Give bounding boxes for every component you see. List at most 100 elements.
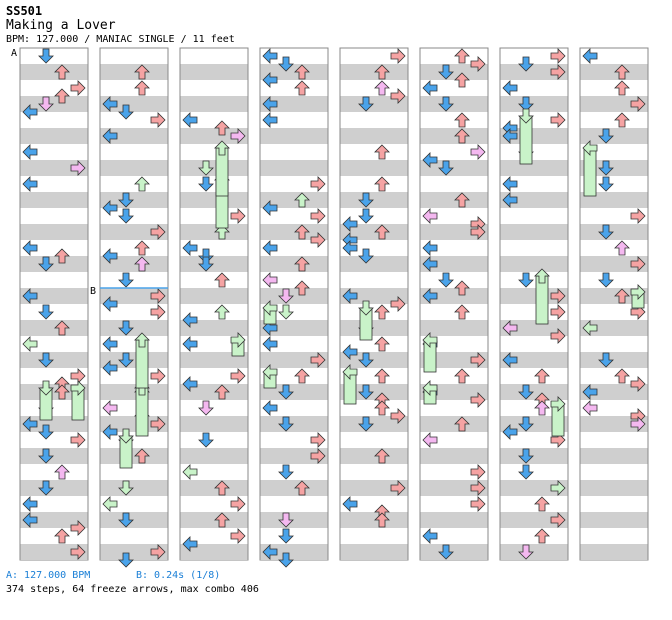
freeze-arrow-icon (342, 364, 358, 405)
left-arrow-icon (342, 288, 358, 304)
right-arrow-icon (310, 176, 326, 192)
down-arrow-icon (518, 544, 534, 560)
up-arrow-icon (294, 80, 310, 96)
right-arrow-icon (150, 416, 166, 432)
up-arrow-icon (374, 400, 390, 416)
right-arrow-icon (310, 448, 326, 464)
freeze-arrow-icon (262, 364, 278, 389)
up-arrow-icon (294, 224, 310, 240)
up-arrow-icon (134, 64, 150, 80)
left-arrow-icon (502, 176, 518, 192)
left-arrow-icon (182, 464, 198, 480)
up-arrow-icon (214, 224, 230, 240)
left-arrow-icon (102, 200, 118, 216)
right-arrow-icon (470, 464, 486, 480)
down-arrow-icon (198, 256, 214, 272)
down-arrow-icon (278, 512, 294, 528)
up-arrow-icon (454, 192, 470, 208)
right-arrow-icon (630, 208, 646, 224)
right-arrow-icon (150, 368, 166, 384)
down-arrow-icon (118, 272, 134, 288)
up-arrow-icon (214, 480, 230, 496)
down-arrow-icon (38, 424, 54, 440)
down-arrow-icon (198, 160, 214, 176)
down-arrow-icon (598, 272, 614, 288)
left-arrow-icon (262, 72, 278, 88)
down-arrow-icon (518, 464, 534, 480)
left-arrow-icon (22, 288, 38, 304)
chart-column (19, 47, 89, 561)
right-arrow-icon (310, 352, 326, 368)
right-arrow-icon (230, 208, 246, 224)
down-arrow-icon (278, 56, 294, 72)
right-arrow-icon (470, 56, 486, 72)
left-arrow-icon (502, 352, 518, 368)
up-arrow-icon (454, 112, 470, 128)
up-arrow-icon (454, 48, 470, 64)
up-arrow-icon (534, 400, 550, 416)
right-arrow-icon (70, 432, 86, 448)
down-arrow-icon (38, 48, 54, 64)
right-arrow-icon (390, 88, 406, 104)
left-arrow-icon (182, 240, 198, 256)
left-arrow-icon (182, 376, 198, 392)
down-arrow-icon (438, 96, 454, 112)
up-arrow-icon (54, 528, 70, 544)
right-arrow-icon (550, 328, 566, 344)
right-arrow-icon (470, 144, 486, 160)
left-arrow-icon (22, 496, 38, 512)
left-arrow-icon (502, 320, 518, 336)
right-arrow-icon (70, 160, 86, 176)
left-arrow-icon (182, 112, 198, 128)
right-arrow-icon (630, 376, 646, 392)
up-arrow-icon (134, 256, 150, 272)
up-arrow-icon (374, 512, 390, 528)
up-arrow-icon (454, 368, 470, 384)
up-arrow-icon (374, 144, 390, 160)
song-id: SS501 (6, 4, 43, 18)
down-arrow-icon (358, 416, 374, 432)
right-arrow-icon (470, 224, 486, 240)
left-arrow-icon (102, 360, 118, 376)
left-arrow-icon (262, 48, 278, 64)
up-arrow-icon (54, 320, 70, 336)
right-arrow-icon (630, 416, 646, 432)
down-arrow-icon (358, 248, 374, 264)
up-arrow-icon (294, 280, 310, 296)
down-arrow-icon (118, 480, 134, 496)
down-arrow-icon (278, 288, 294, 304)
down-arrow-icon (278, 416, 294, 432)
freeze-arrow-icon (118, 428, 134, 469)
chart-stats: 374 steps, 64 freeze arrows, max combo 4… (6, 584, 259, 595)
left-arrow-icon (342, 344, 358, 360)
left-arrow-icon (102, 400, 118, 416)
left-arrow-icon (262, 200, 278, 216)
left-arrow-icon (102, 96, 118, 112)
down-arrow-icon (358, 352, 374, 368)
down-arrow-icon (118, 192, 134, 208)
down-arrow-icon (118, 104, 134, 120)
chart-column (499, 47, 569, 561)
right-arrow-icon (470, 392, 486, 408)
left-arrow-icon (582, 400, 598, 416)
up-arrow-icon (54, 64, 70, 80)
right-arrow-icon (310, 232, 326, 248)
left-arrow-icon (422, 152, 438, 168)
down-arrow-icon (278, 384, 294, 400)
down-arrow-icon (38, 304, 54, 320)
right-arrow-icon (150, 544, 166, 560)
down-arrow-icon (118, 552, 134, 568)
left-arrow-icon (422, 240, 438, 256)
right-arrow-icon (470, 496, 486, 512)
left-arrow-icon (262, 240, 278, 256)
left-arrow-icon (22, 176, 38, 192)
left-arrow-icon (102, 128, 118, 144)
up-arrow-icon (214, 272, 230, 288)
up-arrow-icon (454, 416, 470, 432)
left-arrow-icon (422, 80, 438, 96)
up-arrow-icon (294, 192, 310, 208)
chart-info: BPM: 127.000 / MANIAC SINGLE / 11 feet (6, 34, 235, 45)
freeze-arrow-icon (582, 140, 598, 197)
up-arrow-icon (454, 304, 470, 320)
right-arrow-icon (150, 304, 166, 320)
